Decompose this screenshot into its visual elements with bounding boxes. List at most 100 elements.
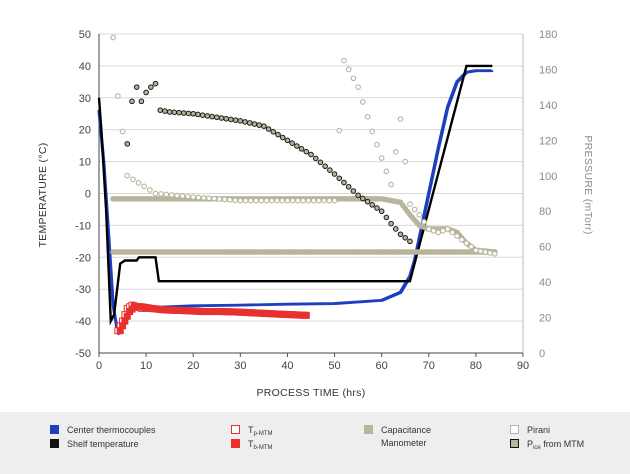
x-tick-label: 40 xyxy=(281,360,293,372)
data-point xyxy=(213,114,220,121)
data-point xyxy=(435,229,442,236)
data-point xyxy=(360,195,366,202)
y-left-tick-label: 40 xyxy=(79,61,91,73)
data-point xyxy=(171,109,178,116)
x-tick-label: 10 xyxy=(140,360,152,372)
data-point xyxy=(129,98,135,105)
data-point xyxy=(295,197,301,204)
y-left-tick-label: 0 xyxy=(85,189,91,201)
legend-label: Center thermocouples xyxy=(67,425,156,435)
data-point xyxy=(369,202,376,208)
x-tick-label: 0 xyxy=(96,360,102,372)
data-point xyxy=(336,175,343,182)
x-tick-label: 80 xyxy=(470,360,482,372)
legend-swatch xyxy=(510,425,519,434)
y-left-tick-label: -10 xyxy=(75,220,91,232)
data-point xyxy=(152,190,159,197)
data-point xyxy=(411,206,418,213)
data-point xyxy=(237,197,244,204)
data-point xyxy=(402,235,409,241)
data-point xyxy=(274,197,280,204)
legend-swatch xyxy=(50,425,59,434)
data-point xyxy=(421,219,427,225)
data-point xyxy=(345,66,352,73)
data-point xyxy=(162,108,168,114)
data-point xyxy=(147,187,153,193)
series-tb-mtm xyxy=(116,303,310,335)
data-point xyxy=(289,197,296,204)
data-point xyxy=(374,141,380,148)
y-right-tick-label: 120 xyxy=(539,135,557,147)
data-point xyxy=(468,243,475,250)
data-point xyxy=(407,201,413,207)
data-point xyxy=(327,167,333,173)
y-right-tick-label: 60 xyxy=(539,242,551,254)
data-point xyxy=(359,99,366,105)
data-point xyxy=(444,226,451,232)
legend-swatch xyxy=(231,425,240,434)
data-point xyxy=(369,128,376,135)
data-point xyxy=(211,195,218,202)
data-point xyxy=(110,34,116,41)
y-right-tick-label: 180 xyxy=(539,29,557,41)
data-point xyxy=(383,168,390,175)
data-point xyxy=(331,197,338,204)
data-point xyxy=(416,211,423,218)
series-shelf-temperature xyxy=(97,64,493,326)
legend-label: Pice from MTM xyxy=(527,439,585,451)
data-point xyxy=(218,115,225,121)
data-point xyxy=(206,195,212,202)
data-point xyxy=(158,191,164,197)
data-point xyxy=(303,148,310,155)
data-point xyxy=(355,192,361,199)
data-point xyxy=(321,197,327,204)
data-point xyxy=(119,128,126,135)
data-point xyxy=(263,197,270,204)
series-capacitance-manometer xyxy=(110,249,498,255)
data-point xyxy=(350,75,357,82)
data-point xyxy=(383,214,390,221)
data-point xyxy=(364,198,371,205)
data-point xyxy=(397,116,404,122)
data-point xyxy=(184,193,191,200)
data-point xyxy=(289,140,295,146)
data-point xyxy=(199,112,206,118)
legend-label: Tb-MTM xyxy=(248,439,273,451)
data-point xyxy=(270,129,277,135)
data-point xyxy=(124,141,131,147)
legend-swatch xyxy=(510,439,519,448)
data-point xyxy=(130,176,136,183)
legend-item-pice-from-mtm: Pice from MTM xyxy=(510,438,584,455)
data-point xyxy=(312,155,319,162)
data-point xyxy=(275,131,281,138)
x-axis-title: PROCESS TIME (hrs) xyxy=(256,387,365,399)
data-point xyxy=(261,123,267,129)
data-point xyxy=(374,205,380,211)
y-left-tick-label: -50 xyxy=(75,348,91,360)
data-point xyxy=(143,89,149,96)
tick-labels: -50-40-30-20-100102030405002040608010012… xyxy=(75,29,557,372)
legend-item-tp-mtm: Tp-MTM xyxy=(231,424,273,441)
data-point xyxy=(242,197,249,204)
data-point xyxy=(228,116,234,123)
data-point xyxy=(482,249,489,255)
data-point xyxy=(449,229,456,236)
y-right-tick-label: 100 xyxy=(539,171,557,183)
data-point xyxy=(322,163,328,170)
data-point xyxy=(195,111,201,118)
data-point xyxy=(454,233,460,239)
data-point xyxy=(247,197,254,204)
data-point xyxy=(223,115,229,122)
data-point xyxy=(204,113,211,119)
legend-item-center-thermocouples: Center thermocouples xyxy=(50,424,156,437)
data-point xyxy=(221,196,228,203)
legend-label: Shelf temperature xyxy=(67,439,139,449)
data-point xyxy=(364,113,371,120)
data-point xyxy=(345,183,352,190)
data-point xyxy=(310,197,317,204)
series-pirani xyxy=(110,34,498,257)
data-point xyxy=(298,146,305,152)
data-point xyxy=(294,143,300,149)
legend-swatch xyxy=(231,439,240,448)
data-point xyxy=(491,250,498,257)
